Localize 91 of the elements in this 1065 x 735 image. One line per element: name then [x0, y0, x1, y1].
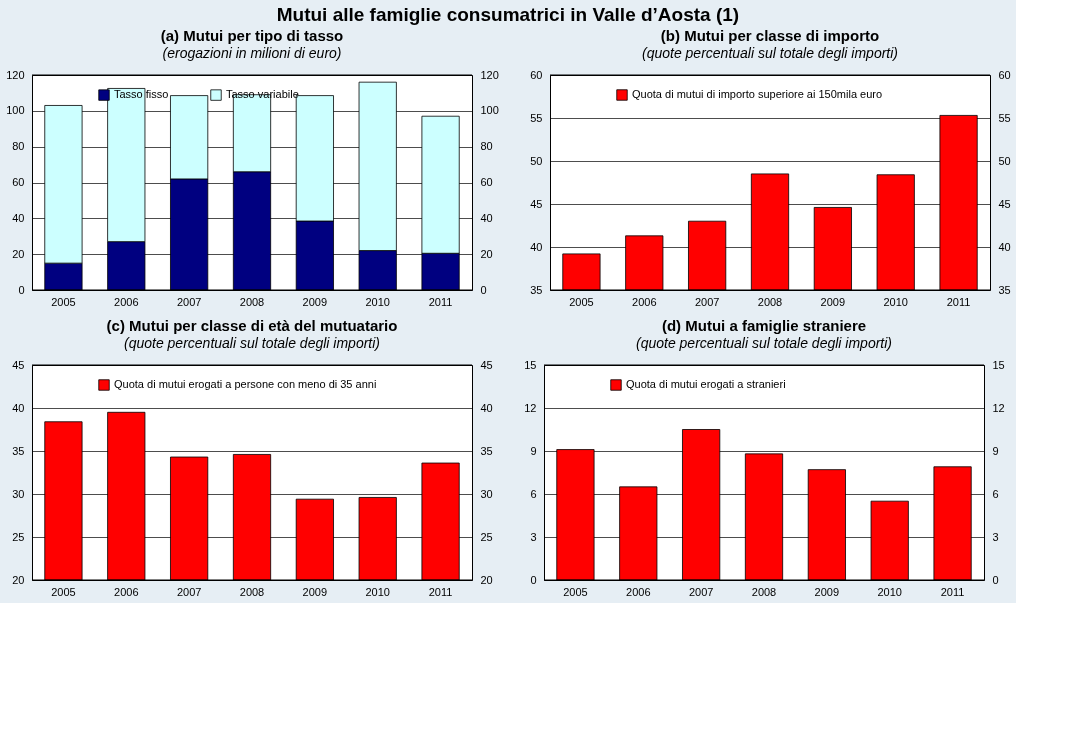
- y-tick-label: 60: [12, 176, 25, 188]
- x-tick-label: 2009: [814, 585, 840, 598]
- x-tick-label: 2005: [569, 295, 594, 308]
- y2-tick-label: 30: [480, 487, 493, 500]
- y2-tick-label: 12: [992, 401, 1005, 414]
- y2-tick-label: 120: [480, 68, 499, 81]
- y-tick-label: 20: [12, 247, 25, 260]
- x-tick-label: 2011: [428, 295, 453, 308]
- y2-tick-label: 40: [480, 211, 493, 224]
- y-tick-label: 40: [530, 240, 543, 253]
- y-tick-label: 3: [530, 530, 537, 543]
- y2-tick-label: 40: [998, 240, 1011, 253]
- y-tick-label: 55: [530, 111, 543, 124]
- y2-tick-label: 45: [998, 197, 1011, 210]
- y-tick-label: 60: [530, 68, 543, 81]
- y2-tick-label: 50: [998, 154, 1011, 167]
- x-tick-label: 2006: [114, 585, 139, 598]
- y2-tick-label: 100: [480, 104, 499, 117]
- x-tick-label: 2009: [302, 295, 328, 308]
- chart-subtitle: (quote percentuali sul totale degli importi): [641, 45, 899, 61]
- chart-title: (d) Mutui a famiglie straniere: [661, 317, 867, 334]
- x-tick-label: 2005: [563, 585, 588, 598]
- x-tick-label: 2009: [820, 295, 846, 308]
- y2-tick-label: 6: [992, 487, 999, 500]
- y2-tick-label: 35: [998, 283, 1011, 296]
- y-tick-label: 50: [530, 154, 543, 167]
- y-tick-label: 80: [12, 140, 25, 153]
- x-tick-label: 2011: [946, 295, 971, 308]
- y-tick-label: 45: [530, 197, 543, 210]
- chart-title: (a) Mutui per tipo di tasso: [160, 27, 344, 44]
- x-tick-label: 2008: [751, 585, 777, 598]
- y2-tick-label: 20: [480, 573, 493, 586]
- y2-tick-label: 45: [480, 358, 493, 371]
- legend-label: Quota di mutui erogati a persone con meno di 35 anni: [114, 378, 377, 390]
- x-tick-label: 2005: [51, 585, 76, 598]
- x-tick-label: 2007: [176, 585, 202, 598]
- y-tick-label: 12: [524, 401, 537, 414]
- y2-tick-label: 55: [998, 111, 1011, 124]
- y-tick-label: 40: [12, 211, 25, 224]
- chart-subtitle: (quote percentuali sul totale degli importi): [635, 335, 893, 351]
- x-tick-label: 2009: [302, 585, 328, 598]
- x-tick-label: 2007: [688, 585, 714, 598]
- y-tick-label: 25: [12, 530, 25, 543]
- chart-subtitle: (quote percentuali sul totale degli importi): [123, 335, 381, 351]
- y-tick-label: 30: [12, 487, 25, 500]
- x-tick-label: 2006: [114, 295, 139, 308]
- x-tick-label: 2010: [365, 585, 390, 598]
- y2-tick-label: 60: [480, 176, 493, 188]
- y-tick-label: 20: [12, 573, 25, 586]
- y2-tick-label: 25: [480, 530, 493, 543]
- y-tick-label: 0: [530, 573, 537, 586]
- x-tick-label: 2008: [239, 585, 265, 598]
- y2-tick-label: 35: [480, 444, 493, 457]
- legend-label: Tasso fisso: [114, 88, 169, 101]
- y2-tick-label: 0: [480, 283, 487, 296]
- text: Mutui alle famiglie consumatrici in Valle d’Aosta (1): [276, 3, 740, 25]
- y-tick-label: 45: [12, 358, 25, 371]
- y-tick-label: 100: [6, 104, 25, 117]
- y-tick-label: 40: [12, 401, 25, 414]
- x-tick-label: 2010: [365, 295, 390, 308]
- y2-tick-label: 20: [480, 247, 493, 260]
- x-tick-label: 2010: [877, 585, 902, 598]
- y2-tick-label: 60: [998, 68, 1011, 81]
- x-tick-label: 2005: [51, 295, 76, 308]
- y2-tick-label: 3: [992, 530, 999, 543]
- legend-label: Quota di mutui erogati a stranieri: [626, 378, 786, 390]
- y2-tick-label: 40: [480, 401, 493, 414]
- chart-title: (c) Mutui per classe di età del mutuatario: [106, 317, 398, 334]
- y-tick-label: 0: [18, 283, 25, 296]
- x-tick-label: 2010: [883, 295, 908, 308]
- x-tick-label: 2006: [626, 585, 651, 598]
- x-tick-label: 2008: [757, 295, 783, 308]
- y2-tick-label: 9: [992, 444, 999, 457]
- x-tick-label: 2007: [694, 295, 720, 308]
- x-tick-label: 2008: [239, 295, 265, 308]
- chart-title: (b) Mutui per classe di importo: [660, 27, 880, 44]
- y2-tick-label: 80: [480, 140, 493, 153]
- y-tick-label: 9: [530, 444, 537, 457]
- y-tick-label: 35: [12, 444, 25, 457]
- y-tick-label: 6: [530, 487, 537, 500]
- y-tick-label: 15: [524, 358, 537, 371]
- y2-tick-label: 15: [992, 358, 1005, 371]
- chart-subtitle: (erogazioni in milioni di euro): [162, 45, 342, 61]
- x-tick-label: 2007: [176, 295, 202, 308]
- y2-tick-label: 0: [992, 573, 999, 586]
- x-tick-label: 2011: [428, 585, 453, 598]
- x-tick-label: 2011: [940, 585, 965, 598]
- y-tick-label: 120: [6, 68, 25, 81]
- x-tick-label: 2006: [632, 295, 657, 308]
- legend-label: Quota di mutui di importo superiore ai 150mila euro: [632, 88, 883, 100]
- y-tick-label: 35: [530, 283, 543, 296]
